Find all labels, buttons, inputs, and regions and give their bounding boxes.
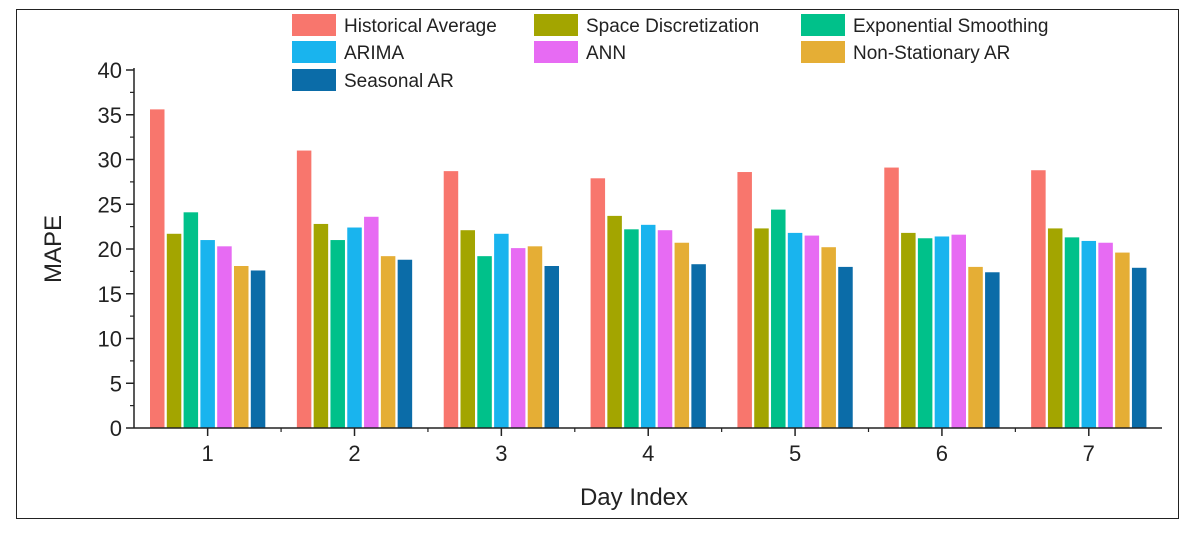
bar-seasonal-ar-day-1 — [250, 270, 266, 428]
x-tick-label: 4 — [642, 441, 654, 466]
bar-historical-average-day-5 — [737, 172, 752, 428]
bar-exponential-smoothing-day-2 — [330, 240, 345, 428]
legend-label: Non-Stationary AR — [853, 43, 1010, 64]
bar-non-stationary-ar-day-5 — [821, 247, 836, 428]
bar-historical-average-day-2 — [296, 150, 312, 429]
bar-arima-day-5 — [787, 232, 803, 428]
bars-group — [150, 109, 1147, 429]
bar-ann-day-4 — [657, 230, 673, 428]
bar-seasonal-ar-day-5 — [838, 266, 853, 428]
y-tick-label: 40 — [98, 58, 122, 83]
bar-arima-day-3 — [494, 233, 509, 428]
bar-non-stationary-ar-day-6 — [968, 266, 983, 428]
bar-ann-day-2 — [364, 216, 379, 428]
legend-swatch — [292, 41, 336, 63]
bar-historical-average-day-4 — [590, 178, 606, 428]
x-tick-label: 3 — [495, 441, 507, 466]
bar-arima-day-2 — [347, 227, 362, 428]
x-tick-label: 2 — [348, 441, 360, 466]
bar-arima-day-6 — [934, 236, 950, 428]
bar-non-stationary-ar-day-1 — [234, 266, 249, 428]
legend-label: ARIMA — [344, 43, 405, 64]
bar-exponential-smoothing-day-7 — [1064, 237, 1080, 428]
legend-label: Space Discretization — [586, 16, 759, 37]
y-tick-label: 10 — [98, 327, 122, 352]
legend-swatch — [801, 41, 845, 63]
bar-space-discretization-day-3 — [460, 230, 476, 428]
y-tick-label: 5 — [110, 371, 122, 396]
bar-non-stationary-ar-day-2 — [380, 256, 396, 428]
bar-space-discretization-day-2 — [313, 223, 329, 428]
legend-label: Exponential Smoothing — [853, 16, 1048, 37]
bar-seasonal-ar-day-2 — [397, 259, 413, 428]
legend-swatch — [534, 14, 578, 36]
y-tick-label: 20 — [98, 237, 122, 262]
y-tick-label: 15 — [98, 282, 122, 307]
bar-space-discretization-day-1 — [166, 233, 182, 428]
bar-seasonal-ar-day-7 — [1131, 267, 1147, 428]
bar-ann-day-6 — [951, 234, 966, 428]
bar-space-discretization-day-4 — [607, 215, 622, 428]
x-axis-title: Day Index — [580, 484, 688, 511]
legend-label: ANN — [586, 43, 626, 64]
x-tick-label: 6 — [936, 441, 948, 466]
bar-non-stationary-ar-day-3 — [527, 246, 543, 428]
bar-exponential-smoothing-day-5 — [771, 209, 786, 428]
bar-exponential-smoothing-day-4 — [624, 229, 639, 428]
bar-space-discretization-day-6 — [901, 232, 916, 428]
legend-label: Seasonal AR — [344, 71, 454, 92]
bar-seasonal-ar-day-6 — [985, 272, 1000, 428]
y-axis-title: MAPE — [40, 215, 67, 283]
bar-ann-day-1 — [217, 246, 232, 428]
legend-label: Historical Average — [344, 16, 497, 37]
bar-historical-average-day-1 — [150, 109, 165, 428]
bar-exponential-smoothing-day-1 — [183, 212, 199, 428]
legend-swatch — [292, 14, 336, 36]
bar-non-stationary-ar-day-4 — [674, 242, 690, 428]
y-tick-label: 25 — [98, 192, 122, 217]
bar-arima-day-4 — [640, 224, 656, 428]
bar-exponential-smoothing-day-3 — [477, 256, 492, 428]
y-axis-ticks: 0 5 10 15 20 25 30 35 40 — [98, 58, 134, 441]
bar-space-discretization-day-7 — [1047, 228, 1063, 428]
bar-ann-day-3 — [510, 248, 526, 428]
legend-swatch — [292, 69, 336, 91]
x-tick-label: 1 — [202, 441, 214, 466]
legend: Historical Average Space Discretization Ex… — [292, 14, 1048, 92]
x-tick-label: 7 — [1083, 441, 1095, 466]
y-tick-label: 35 — [98, 103, 122, 128]
x-tick-label: 5 — [789, 441, 801, 466]
bar-ann-day-7 — [1098, 242, 1113, 428]
bar-arima-day-1 — [200, 240, 215, 428]
chart-frame — [16, 9, 1179, 519]
bar-ann-day-5 — [804, 235, 820, 428]
bar-seasonal-ar-day-3 — [544, 266, 560, 428]
bar-historical-average-day-7 — [1031, 170, 1046, 429]
legend-swatch — [534, 41, 578, 63]
bar-exponential-smoothing-day-6 — [917, 238, 933, 428]
bar-arima-day-7 — [1081, 240, 1097, 428]
bar-non-stationary-ar-day-7 — [1115, 252, 1130, 428]
bar-seasonal-ar-day-4 — [691, 264, 706, 428]
bar-historical-average-day-6 — [884, 167, 899, 428]
y-tick-label: 0 — [110, 416, 122, 441]
x-axis-ticks: 1 2 3 4 5 6 7 — [202, 428, 1095, 466]
legend-swatch — [801, 14, 845, 36]
bar-space-discretization-day-5 — [754, 228, 769, 428]
bar-historical-average-day-3 — [443, 171, 459, 428]
y-tick-label: 30 — [98, 148, 122, 173]
